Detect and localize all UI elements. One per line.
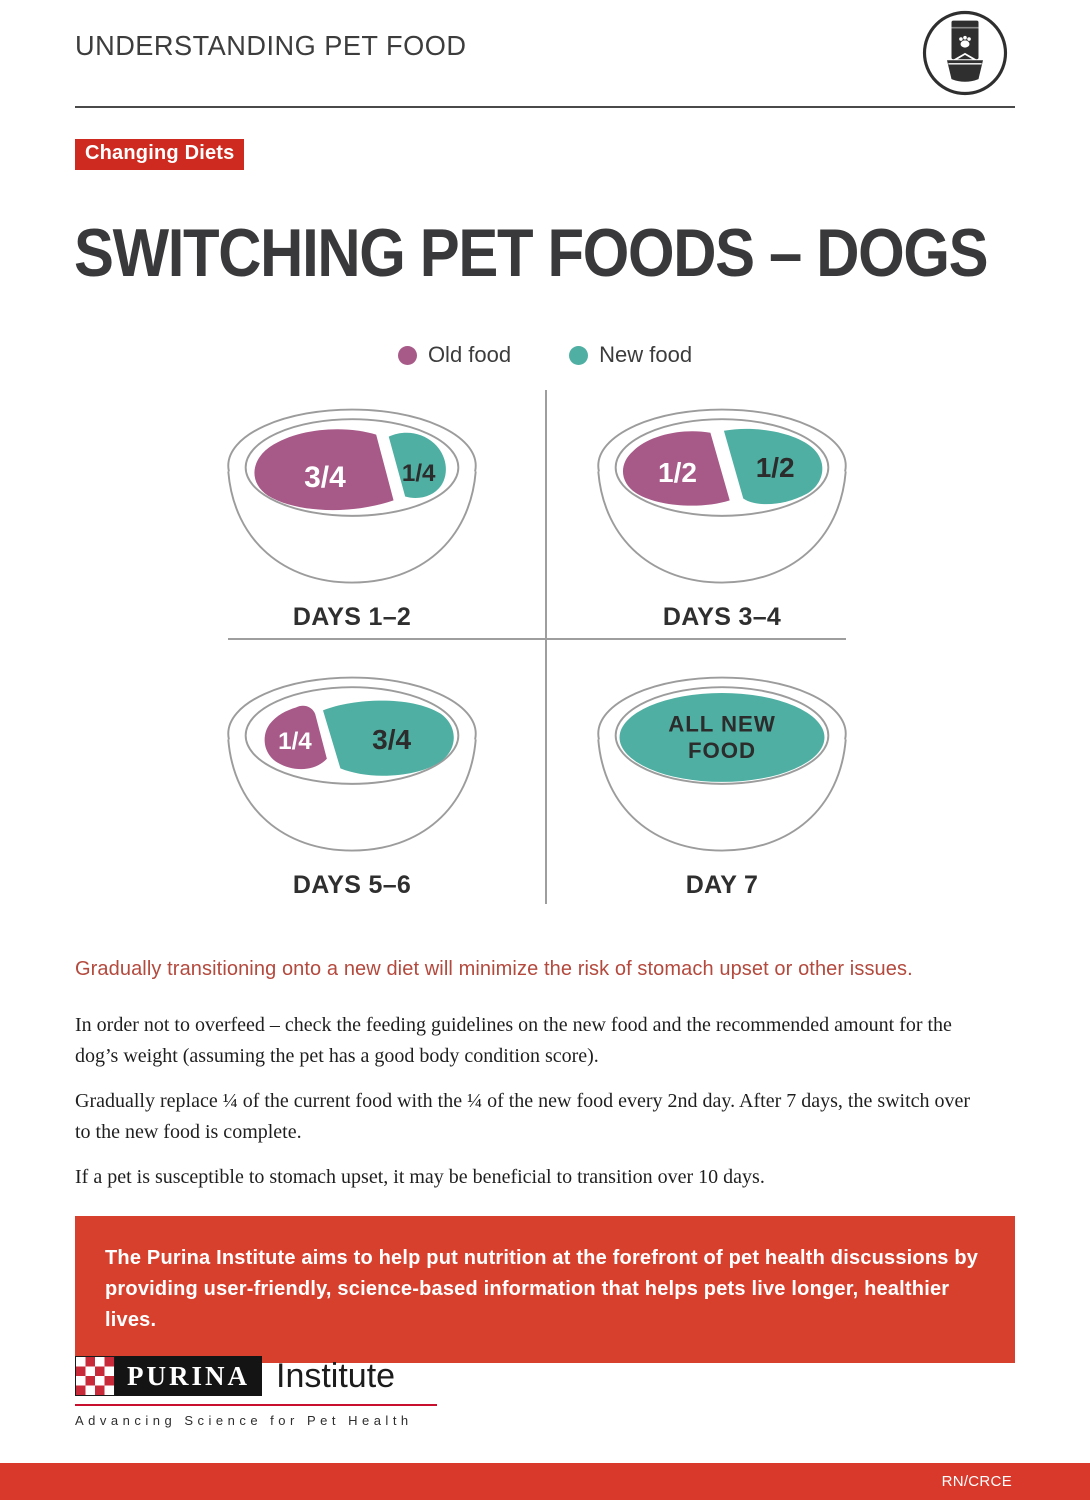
logo-divider (75, 1404, 437, 1406)
footer-bar: RN/CRCE (0, 1463, 1090, 1500)
legend-label: Old food (427, 342, 512, 367)
body-text: In order not to overfeed – check the fee… (75, 1010, 980, 1207)
bowl-caption: DAYS 1–2 (292, 603, 412, 631)
pet-food-bag-and-bowl-icon (920, 8, 1010, 98)
bowl-caption: DAYS 5–6 (292, 871, 412, 899)
transition-diagram: 3/4 1/4 DAYS 1–2 1/2 1/2 DAYS 3–4 1/4 3/4 DAYS 5… (207, 390, 867, 904)
svg-text:3/4: 3/4 (304, 461, 346, 494)
bowl-illustration: 1/4 3/4 (227, 676, 477, 852)
header-divider (75, 106, 1015, 108)
svg-text:3/4: 3/4 (372, 724, 411, 755)
bowl-cell: 3/4 1/4 DAYS 1–2 (207, 396, 497, 632)
purina-checkerboard-icon (75, 1356, 115, 1396)
svg-text:1/2: 1/2 (756, 452, 795, 483)
old-food-dot-icon (397, 345, 417, 365)
bowl-illustration: 1/2 1/2 (597, 408, 847, 584)
mission-banner-text: The Purina Institute aims to help put nu… (105, 1247, 979, 1331)
highlight-sentence: Gradually transitioning onto a new diet … (75, 958, 913, 980)
purina-institute-logo: PURINA Institute Advancing Science for P… (75, 1356, 437, 1428)
diagram-horizontal-divider (228, 638, 846, 640)
bowl-caption: DAYS 3–4 (662, 603, 782, 631)
bowl-illustration: 3/4 1/4 (227, 408, 477, 584)
purina-wordmark: PURINA (115, 1356, 262, 1396)
legend-item-new-food: New food (569, 342, 692, 368)
svg-text:1/4: 1/4 (402, 460, 436, 487)
page-title: SWITCHING PET FOODS – DOGS (74, 215, 989, 291)
document-header-title: UNDERSTANDING PET FOOD (75, 30, 467, 61)
bowl-cell: ALL NEW FOOD DAY 7 (577, 664, 867, 900)
logo-tagline: Advancing Science for Pet Health (75, 1413, 413, 1428)
bowl-cell: 1/4 3/4 DAYS 5–6 (207, 664, 497, 900)
bowl-caption: DAY 7 (685, 871, 759, 899)
svg-text:1/4: 1/4 (278, 728, 312, 755)
legend: Old food New food (0, 342, 1090, 368)
new-food-dot-icon (569, 345, 589, 365)
institute-wordmark: Institute (276, 1356, 396, 1395)
svg-text:1/2: 1/2 (658, 457, 697, 488)
diagram-vertical-divider (545, 390, 547, 904)
body-paragraph: In order not to overfeed – check the fee… (75, 1014, 952, 1067)
body-paragraph: If a pet is susceptible to stomach upset… (75, 1166, 765, 1188)
legend-label: New food (599, 342, 693, 367)
section-badge: Changing Diets (75, 139, 245, 170)
footer-code: RN/CRCE (941, 1473, 1012, 1490)
body-paragraph: Gradually replace ¼ of the current food … (75, 1090, 971, 1143)
legend-item-old-food: Old food (397, 342, 512, 368)
mission-banner: The Purina Institute aims to help put nu… (75, 1216, 1015, 1363)
svg-text:ALL NEW: ALL NEW (668, 712, 776, 737)
bowl-cell: 1/2 1/2 DAYS 3–4 (577, 396, 867, 632)
svg-text:FOOD: FOOD (688, 738, 756, 763)
